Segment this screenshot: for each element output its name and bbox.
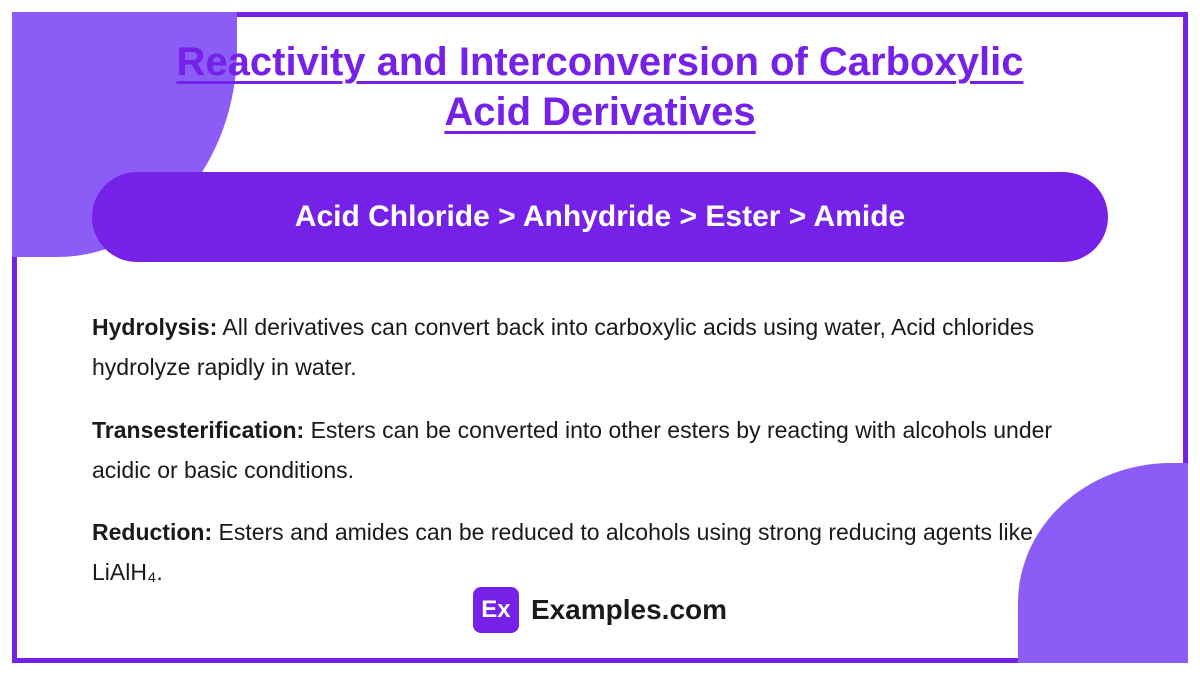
item-text: Esters and amides can be reduced to alco… — [92, 519, 1033, 585]
card-frame: Reactivity and Interconversion of Carbox… — [12, 12, 1188, 663]
item-label: Hydrolysis: — [92, 314, 217, 340]
logo-icon: Ex — [473, 587, 519, 633]
item-hydrolysis: Hydrolysis: All derivatives can convert … — [92, 307, 1108, 388]
body-content: Hydrolysis: All derivatives can convert … — [92, 307, 1108, 615]
page-title: Reactivity and Interconversion of Carbox… — [17, 37, 1183, 137]
logo-text: Examples.com — [531, 594, 727, 626]
item-label: Transesterification: — [92, 417, 304, 443]
reactivity-order-pill: Acid Chloride > Anhydride > Ester > Amid… — [92, 172, 1108, 262]
item-reduction: Reduction: Esters and amides can be redu… — [92, 512, 1108, 593]
item-text: All derivatives can convert back into ca… — [92, 314, 1034, 380]
item-transesterification: Transesterification: Esters can be conve… — [92, 410, 1108, 491]
footer: Ex Examples.com — [17, 587, 1183, 633]
item-label: Reduction: — [92, 519, 212, 545]
